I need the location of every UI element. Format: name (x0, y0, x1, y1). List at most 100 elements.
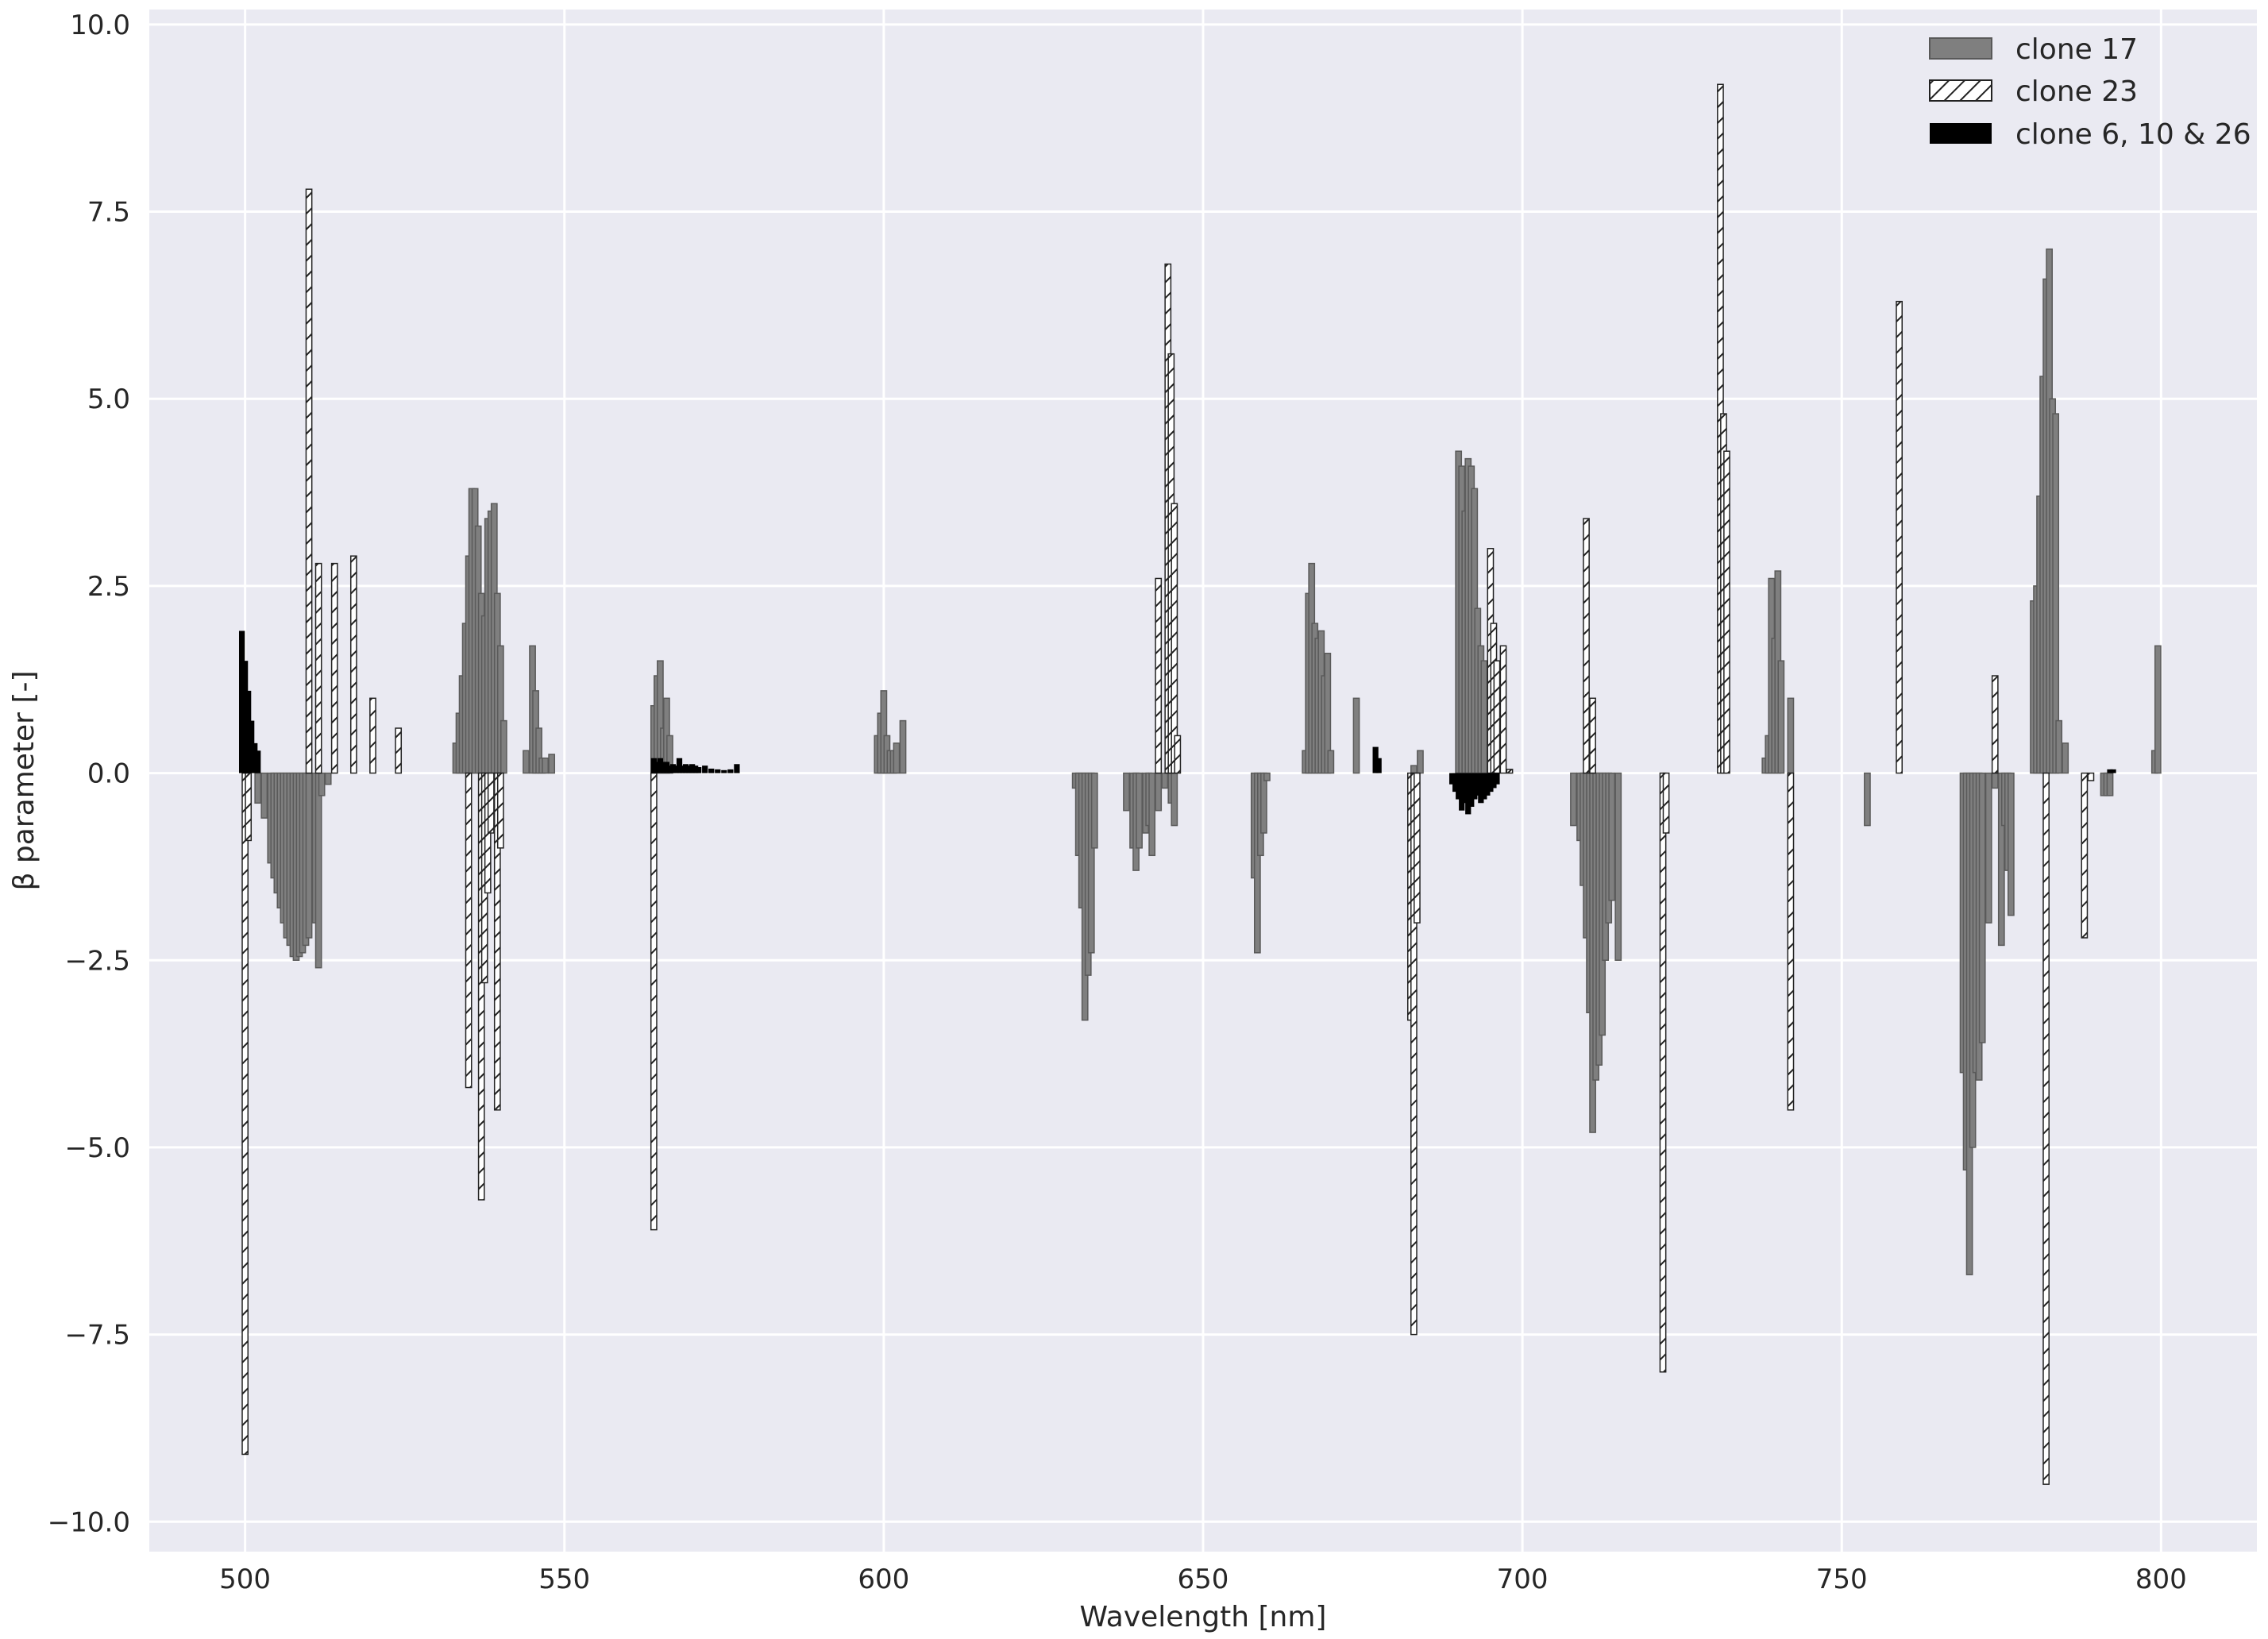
bar-clone-6-10-26 (666, 766, 673, 773)
bar-clone-6-10-26 (1375, 758, 1382, 773)
bar-clone-6-10-26 (727, 769, 734, 773)
bar-clone-23 (487, 772, 495, 834)
x-tick-label: 750 (1816, 1564, 1868, 1595)
bar-clone-17 (893, 742, 901, 774)
legend-swatch-clone-6-10-26 (1930, 123, 1992, 144)
bar-clone-23 (650, 772, 658, 1231)
bar-clone-6-10-26 (657, 758, 664, 773)
bar-clone-6-10-26 (1449, 773, 1456, 785)
bar-clone-17 (1136, 772, 1143, 849)
bar-clone-6-10-26 (734, 764, 740, 773)
bar-clone-6-10-26 (679, 766, 686, 773)
bar-clone-17 (1608, 772, 1616, 901)
bar-clone-6-10-26 (255, 750, 261, 773)
bar-clone-6-10-26 (1465, 773, 1472, 815)
bar-clone-23 (1583, 518, 1590, 774)
bar-clone-17 (1864, 772, 1871, 827)
bar-clone-23 (1659, 772, 1667, 1373)
y-tick-label: 2.5 (87, 571, 130, 603)
bar-clone-6-10-26 (685, 766, 692, 773)
bar-clone-23 (1589, 697, 1596, 774)
bar-clone-6-10-26 (1491, 773, 1497, 789)
bar-clone-23 (245, 772, 253, 842)
bar-clone-23 (2042, 772, 2050, 1485)
bar-clone-6-10-26 (715, 769, 721, 773)
bar-clone-23 (305, 188, 313, 774)
bar-clone-6-10-26 (663, 762, 670, 773)
bar-clone-17 (523, 750, 530, 774)
bar-clone-17 (1480, 660, 1488, 774)
legend: clone 17 clone 23 clone 6, 10 & 26 (1929, 33, 2251, 151)
bar-clone-17 (1161, 772, 1169, 789)
bar-clone-17 (2052, 413, 2060, 774)
bar-clone-17 (2106, 772, 2114, 796)
bar-clone-6-10-26 (702, 766, 708, 773)
bar-clone-17 (1614, 772, 1622, 962)
bar-clone-23 (2081, 772, 2089, 939)
y-axis-label: β parameter [-] (8, 671, 40, 891)
bar-clone-17 (1777, 660, 1785, 774)
bar-clone-23 (1896, 300, 1903, 774)
x-tick-label: 800 (2135, 1564, 2187, 1595)
bar-clone-17 (899, 719, 907, 774)
bar-clone-17 (2055, 719, 2063, 774)
x-axis-label: Wavelength [nm] (1080, 1601, 1327, 1633)
bar-clone-17 (324, 772, 332, 785)
bar-clone-6-10-26 (242, 661, 249, 773)
grid-lines (149, 10, 2257, 1552)
bar-clone-6-10-26 (1459, 773, 1465, 811)
bar-clone-6-10-26 (650, 758, 657, 773)
bar-clone-17 (499, 719, 507, 774)
bar-clone-17 (260, 772, 268, 819)
y-tick-label: −5.0 (64, 1132, 130, 1164)
bar-clone-23 (1787, 772, 1795, 1111)
bar-clone-17 (1171, 772, 1178, 827)
y-tick-label: −7.5 (64, 1320, 130, 1352)
bar-clone-6-10-26 (688, 764, 696, 773)
bar-clone-17 (2154, 645, 2162, 774)
legend-swatch-clone-17 (1929, 37, 1992, 60)
bar-clone-6-10-26 (1494, 773, 1500, 785)
bar-clone-23 (1499, 645, 1507, 774)
bar-clone-17 (318, 772, 326, 796)
bar-clone-6-10-26 (1456, 773, 1462, 800)
bar-clone-17 (1263, 772, 1271, 781)
bar-clone-17 (305, 772, 313, 939)
bar-clone-6-10-26 (673, 766, 680, 773)
bar-clone-6-10-26 (1468, 773, 1475, 807)
bar-clone-6-10-26 (692, 766, 699, 773)
bar-clone-17 (1984, 772, 1992, 924)
bar-clone-17 (1978, 772, 1986, 1043)
x-tick-label: 700 (1497, 1564, 1549, 1595)
bar-clone-17 (548, 754, 556, 774)
bar-clone-6-10-26 (1481, 773, 1487, 800)
bar-clone-6-10-26 (1478, 773, 1484, 804)
bar-clone-6-10-26 (1452, 773, 1459, 793)
bar-clone-6-10-26 (238, 631, 245, 773)
bar-clone-6-10-26 (676, 758, 683, 773)
bar-clone-17 (1327, 750, 1335, 774)
bar-clone-23 (349, 555, 357, 774)
bar-clone-17 (1991, 772, 1999, 789)
legend-label-clone-23: clone 23 (2015, 75, 2138, 108)
bar-clone-6-10-26 (1472, 773, 1478, 800)
bar-clone-17 (1570, 772, 1577, 827)
bar-clone-17 (542, 757, 549, 774)
x-tick-label: 550 (538, 1564, 590, 1595)
bar-clone-17 (2007, 772, 2015, 916)
x-tick-labels: 500 550 600 650 700 750 800 (219, 1564, 2187, 1595)
bar-clone-17 (254, 772, 262, 804)
x-tick-label: 650 (1178, 1564, 1229, 1595)
bar-clone-6-10-26 (682, 764, 689, 773)
bar-clone-23 (1414, 772, 1421, 924)
bar-clone-6-10-26 (696, 767, 702, 773)
bar-clone-23 (1506, 769, 1514, 774)
bars-layer (238, 83, 2162, 1485)
y-tick-label: −2.5 (64, 945, 130, 977)
bar-clone-17 (1090, 772, 1098, 849)
bar-clone-6-10-26 (1475, 773, 1481, 796)
bar-clone-17 (1787, 697, 1795, 774)
x-tick-label: 500 (219, 1564, 271, 1595)
bar-clone-6-10-26 (654, 762, 660, 773)
bar-clone-23 (1723, 450, 1730, 774)
